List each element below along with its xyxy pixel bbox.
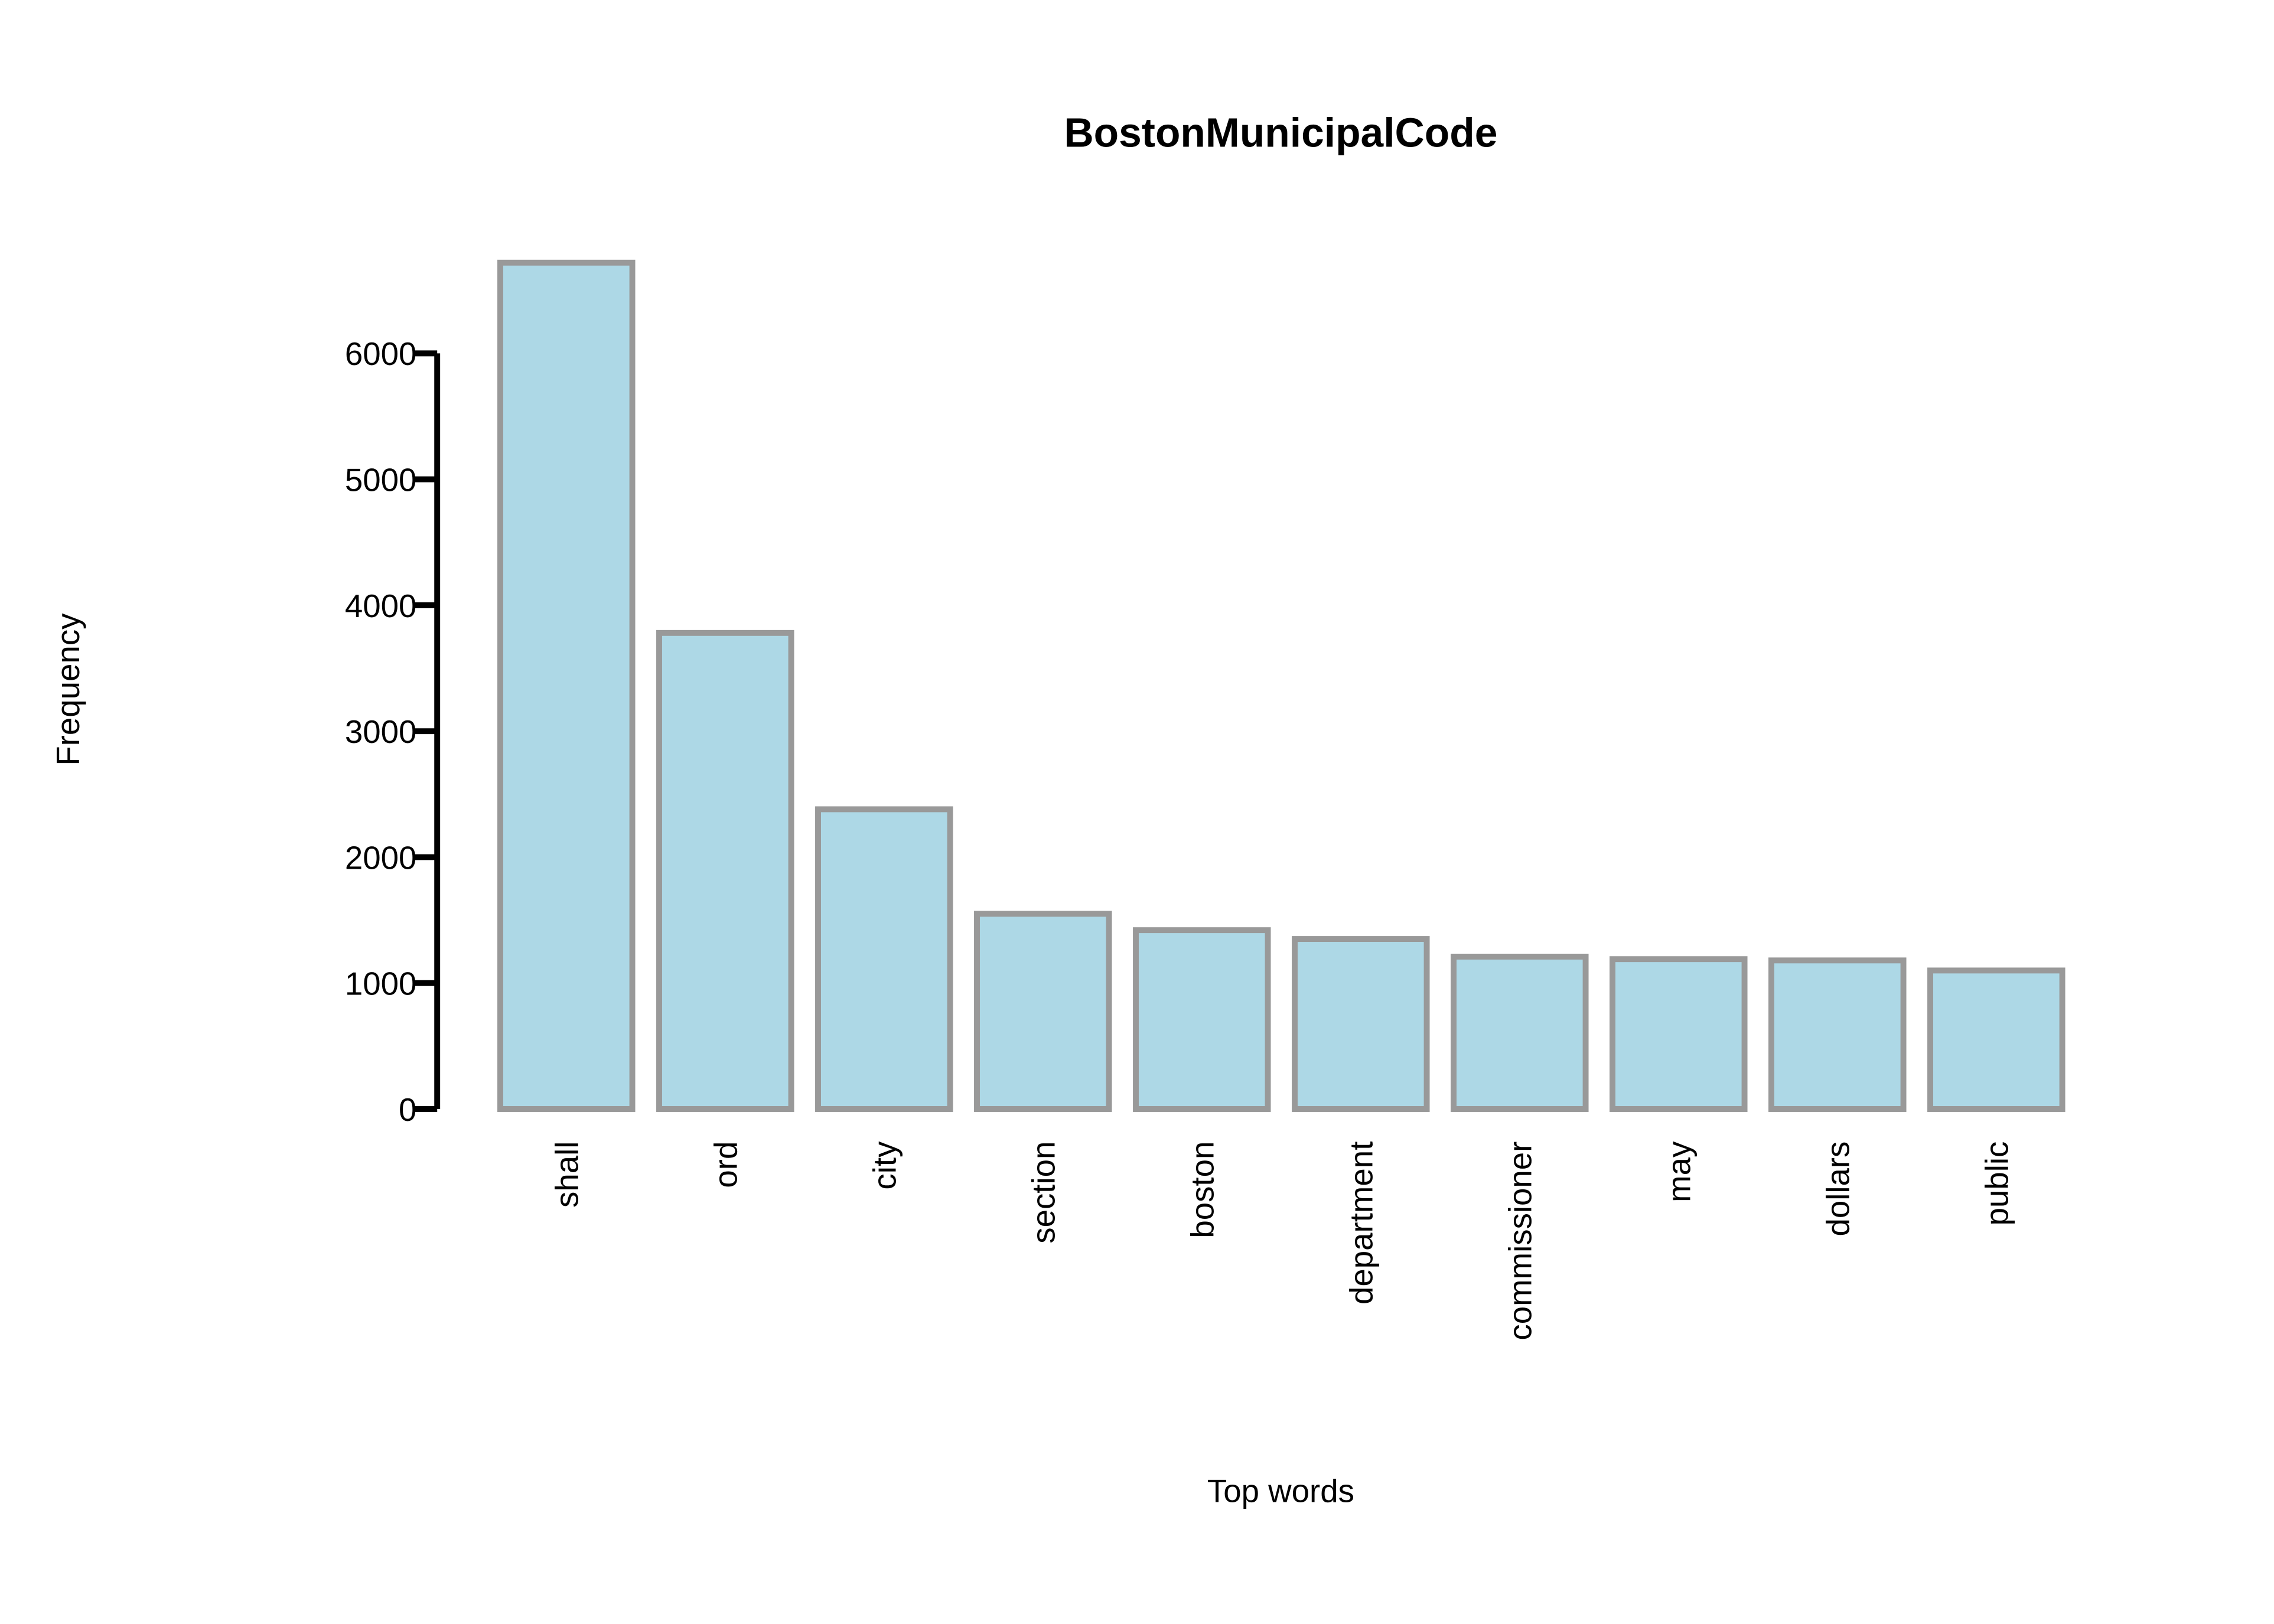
y-tick-label: 3000 bbox=[345, 714, 417, 750]
bar bbox=[1927, 967, 2066, 1112]
bar bbox=[815, 806, 953, 1112]
y-tick-label: 4000 bbox=[345, 588, 417, 624]
x-tick-label: ord bbox=[708, 1142, 744, 1188]
bar bbox=[656, 630, 794, 1112]
x-axis-label: Top words bbox=[1207, 1473, 1354, 1509]
bar bbox=[497, 259, 636, 1112]
x-tick-label: city bbox=[867, 1141, 903, 1190]
bar bbox=[1610, 956, 1748, 1112]
y-tick-label: 2000 bbox=[345, 840, 417, 876]
chart-title: BostonMunicipalCode bbox=[1064, 110, 1497, 156]
y-tick-label: 0 bbox=[399, 1092, 416, 1128]
x-tick-label: public bbox=[1979, 1142, 2015, 1226]
bar bbox=[1451, 953, 1589, 1112]
y-tick-label: 6000 bbox=[345, 336, 417, 372]
bar bbox=[1768, 957, 1907, 1112]
x-tick-label: may bbox=[1661, 1141, 1698, 1202]
x-tick-label: section bbox=[1026, 1142, 1062, 1244]
bar bbox=[974, 911, 1112, 1112]
bar bbox=[1133, 927, 1271, 1112]
y-tick-label: 5000 bbox=[345, 462, 417, 498]
y-axis-label: Frequency bbox=[50, 613, 86, 766]
x-tick-label: boston bbox=[1185, 1142, 1221, 1238]
x-tick-label: department bbox=[1344, 1142, 1380, 1305]
x-tick-label: commissioner bbox=[1503, 1142, 1539, 1341]
x-tick-label: shall bbox=[549, 1142, 585, 1208]
bar bbox=[1292, 936, 1430, 1112]
x-tick-label: dollars bbox=[1820, 1142, 1856, 1237]
y-tick-label: 1000 bbox=[345, 966, 417, 1002]
